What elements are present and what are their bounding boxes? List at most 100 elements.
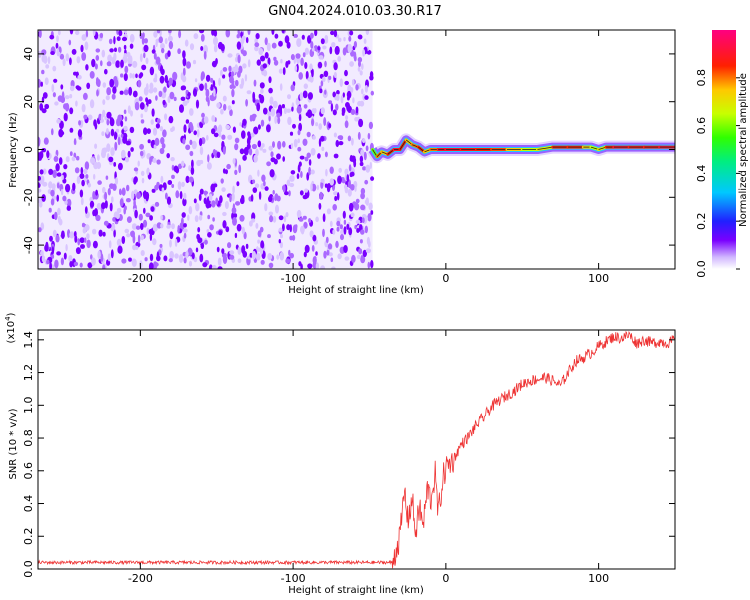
noise-speck [303,251,307,258]
noise-speck [229,75,234,84]
noise-speck [211,30,215,36]
noise-speck [116,207,122,213]
noise-speck [353,41,357,48]
noise-speck [358,60,361,68]
noise-speck [268,76,272,84]
noise-speck [345,115,349,121]
noise-speck [206,162,212,170]
noise-speck [56,251,61,256]
noise-speck [362,166,367,171]
noise-speck [248,148,253,156]
noise-speck [289,175,294,182]
noise-speck [146,128,151,135]
noise-speck [343,245,348,253]
noise-speck [308,218,312,223]
noise-speck [346,90,352,99]
noise-speck [304,244,310,253]
ridge-centerline [537,146,553,150]
noise-speck [169,91,175,100]
noise-speck [311,118,315,127]
colorbar-label: Normalized spectral amplitude [738,73,749,227]
y-tick-label: 0.6 [22,462,35,480]
noise-speck [272,100,278,109]
noise-speck [162,99,166,106]
noise-speck [244,74,248,82]
noise-speck [207,214,211,220]
noise-speck [255,33,260,40]
noise-speck [80,244,85,249]
noise-speck [258,93,262,99]
noise-speck [293,138,298,148]
noise-speck [230,71,235,77]
noise-speck [145,97,149,103]
noise-speck [202,262,208,268]
noise-speck [106,61,112,67]
noise-speck [198,138,203,147]
noise-speck [276,153,281,160]
noise-speck [254,45,259,52]
y-tick-label: 40 [22,47,35,61]
noise-speck [110,249,114,259]
noise-speck [344,80,350,86]
noise-speck [143,86,149,96]
noise-speck [359,100,365,107]
noise-speck [223,103,227,111]
noise-speck [306,131,311,138]
noise-speck [235,201,241,206]
noise-speck [168,115,174,124]
spectrogram-ridge [367,133,675,164]
noise-speck [324,89,327,95]
noise-speck [215,58,218,65]
noise-speck [170,157,175,162]
noise-speck [153,144,157,149]
noise-speck [208,264,213,269]
noise-speck [54,211,58,221]
noise-speck [101,202,106,210]
noise-speck [38,78,41,88]
noise-speck [351,79,355,86]
noise-speck [155,95,158,101]
noise-speck [75,85,80,90]
noise-speck [152,223,158,232]
noise-speck [183,223,187,228]
noise-speck [99,32,104,39]
noise-speck [50,254,55,259]
noise-speck [57,215,61,224]
noise-speck [233,213,238,218]
noise-speck [62,195,67,202]
noise-speck [43,137,49,145]
noise-speck [133,167,139,172]
noise-speck [312,234,317,242]
noise-speck [228,65,232,73]
noise-speck [110,147,115,157]
noise-speck [306,109,313,119]
noise-speck [232,203,236,212]
noise-speck [303,221,308,229]
noise-speck [347,179,351,189]
noise-speck [359,161,364,167]
noise-speck [242,50,247,57]
noise-speck [278,227,283,232]
noise-speck [155,56,161,65]
noise-speck [102,264,106,269]
noise-speck [283,215,287,223]
noise-speck [52,92,57,98]
noise-speck [268,115,271,122]
noise-speck [122,135,128,144]
noise-speck [323,70,329,78]
x-tick-label: -200 [128,272,153,285]
noise-speck [175,190,180,199]
noise-speck [231,100,235,105]
noise-speck [207,97,210,107]
noise-speck [226,163,231,170]
noise-speck [349,61,354,67]
noise-speck [40,250,44,257]
noise-speck [281,30,285,34]
noise-speck [300,263,303,269]
noise-speck [224,201,229,209]
noise-speck [171,174,175,179]
noise-speck [242,118,247,126]
noise-speck [92,190,96,200]
noise-speck [80,167,84,175]
noise-speck [316,184,320,191]
